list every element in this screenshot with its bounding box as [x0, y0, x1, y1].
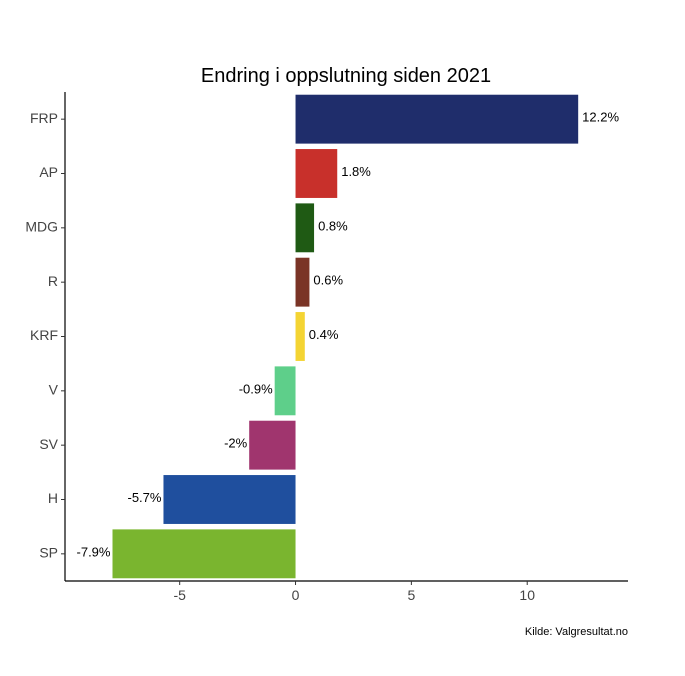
x-tick-label-2: 5 [407, 587, 415, 603]
y-tick-label-r: R [48, 273, 58, 289]
y-tick-label-v: V [49, 382, 59, 398]
bar-r [295, 257, 310, 307]
bar-frp [295, 94, 579, 144]
x-tick-label-3: 10 [519, 587, 535, 603]
bars [112, 94, 579, 579]
data-labels: 12.2% 1.8% 0.8% 0.6% 0.4% -0.9% -2% -5.7% -7.9% [77, 110, 620, 560]
y-tick-label-h: H [48, 490, 58, 506]
data-label-sp: -7.9% [77, 544, 111, 559]
bar-sv [249, 420, 296, 470]
data-label-v: -0.9% [239, 381, 273, 396]
data-label-krf: 0.4% [309, 327, 339, 342]
y-tick-label-sv: SV [39, 436, 58, 452]
data-label-frp: 12.2% [582, 110, 619, 125]
data-label-r: 0.6% [313, 273, 343, 288]
y-axis: FRP AP MDG R KRF V SV H SP [25, 92, 66, 581]
source-caption: Kilde: Valgresultat.no [525, 626, 628, 638]
y-tick-label-krf: KRF [30, 327, 58, 343]
bar-h [163, 475, 296, 524]
bar-mdg [295, 203, 315, 253]
x-tick-label-1: 0 [292, 587, 300, 603]
bar-v [274, 366, 296, 416]
y-tick-label-frp: FRP [30, 110, 58, 126]
data-label-mdg: 0.8% [318, 218, 348, 233]
bar-krf [295, 312, 305, 361]
y-tick-label-sp: SP [39, 545, 58, 561]
y-tick-label-mdg: MDG [25, 219, 58, 235]
y-tick-label-ap: AP [39, 164, 58, 180]
x-axis: -5 0 5 10 [65, 580, 628, 603]
bar-sp [112, 529, 296, 579]
data-label-ap: 1.8% [341, 164, 371, 179]
chart-title: Endring i oppslutning siden 2021 [201, 65, 491, 87]
bar-ap [295, 149, 338, 198]
data-label-h: -5.7% [127, 490, 161, 505]
data-label-sv: -2% [224, 436, 248, 451]
x-tick-label-0: -5 [173, 587, 186, 603]
